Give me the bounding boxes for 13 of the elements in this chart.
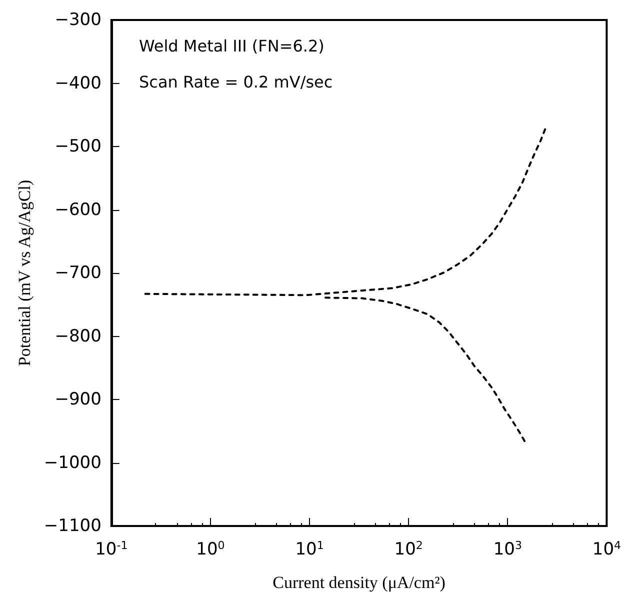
y-tick-label: −600: [54, 200, 102, 220]
y-tick-label: −500: [54, 136, 102, 156]
y-tick-label: −1100: [44, 516, 102, 536]
x-axis-title: Current density (μA/cm²): [272, 573, 446, 592]
y-tick-label: −800: [54, 326, 102, 346]
y-tick-label: −900: [54, 390, 102, 410]
y-tick-label: −700: [54, 263, 102, 283]
annotation: Weld Metal III (FN=6.2): [139, 36, 324, 56]
y-tick-label: −400: [54, 73, 102, 94]
y-tick-label: −1000: [44, 452, 102, 473]
annotation: Scan Rate = 0.2 mV/sec: [139, 72, 333, 92]
y-tick-label: −300: [54, 10, 102, 30]
y-axis-title: Potential (mV vs Ag/AgCl): [15, 180, 34, 366]
